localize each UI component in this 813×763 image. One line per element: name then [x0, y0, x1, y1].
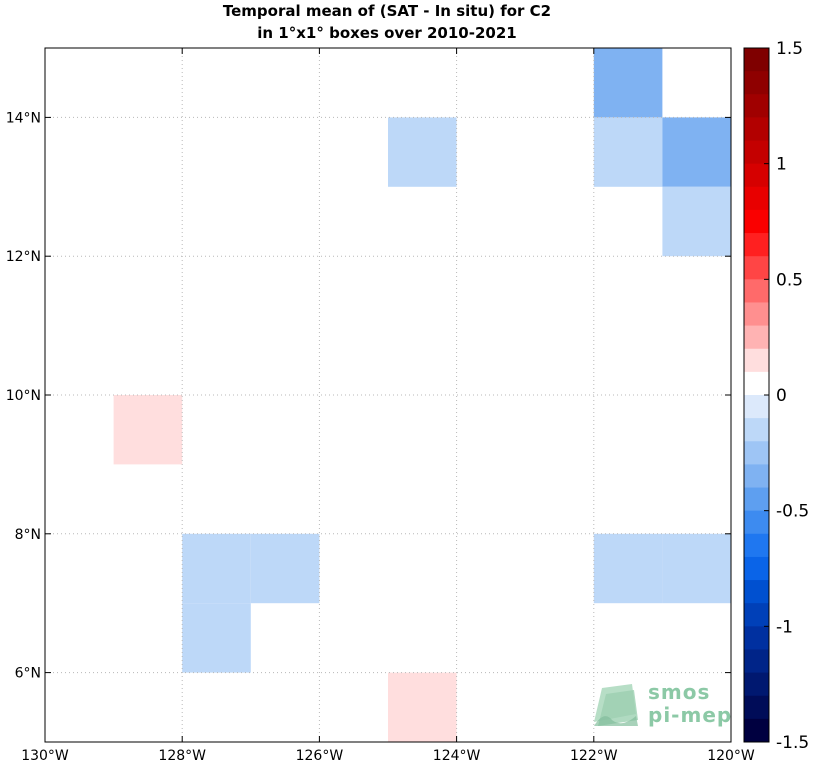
data-cell — [662, 186, 731, 257]
colorbar-swatch — [744, 71, 769, 95]
colorbar-swatch — [744, 649, 769, 674]
logo-text-smos: smos — [648, 680, 711, 704]
colorbar-swatch — [744, 718, 769, 743]
data-cell — [388, 117, 457, 187]
colorbar-swatch — [744, 209, 769, 234]
colorbar-swatch — [744, 580, 769, 604]
colorbar-tick-label: -1 — [776, 617, 793, 637]
colorbar-swatch — [744, 348, 769, 373]
x-tick-label: 124°W — [433, 748, 481, 763]
data-cell — [593, 48, 663, 118]
colorbar-swatch — [744, 441, 769, 465]
colorbar-swatch — [744, 395, 769, 419]
colorbar-swatch — [744, 418, 769, 442]
colorbar-tick-label: -1.5 — [776, 733, 809, 753]
y-tick-label: 8°N — [15, 527, 41, 543]
colorbar-swatch — [744, 487, 769, 512]
title-line-1: Temporal mean of (SAT - In situ) for C2 — [222, 2, 552, 20]
x-tick-label: 122°W — [570, 748, 618, 763]
colorbar-swatch — [744, 603, 769, 627]
data-cell — [113, 395, 183, 465]
data-cell — [593, 117, 663, 187]
data-cell — [250, 533, 320, 604]
colorbar-swatch — [744, 256, 769, 280]
axes-layer: 130°W 128°W 126°W 124°W 122°W 120°W 6°N 8°N 10°N… — [6, 47, 755, 763]
colorbar-tick-label: 1.5 — [776, 39, 803, 59]
data-cell — [662, 117, 731, 187]
colorbar-swatch — [744, 94, 769, 118]
colorbar-tick-label: 1 — [776, 155, 787, 175]
y-tick-label: 6°N — [15, 666, 41, 682]
data-cell — [662, 533, 731, 604]
colorbar-swatch — [744, 672, 769, 697]
colorbar-swatch — [744, 117, 769, 142]
colorbar-swatch — [744, 464, 769, 489]
x-tick-label: 126°W — [296, 748, 344, 763]
colorbar-swatch — [744, 186, 769, 211]
logo-text-pimep: pi-mep — [648, 703, 733, 727]
smos-pimep-logo-icon — [594, 684, 638, 726]
colorbar-swatch — [744, 279, 769, 303]
data-cell — [182, 533, 251, 604]
colorbar-tick-label: 0 — [776, 386, 787, 406]
title-line-2: in 1°x1° boxes over 2010-2021 — [257, 24, 517, 42]
colorbar-tick-label: -0.5 — [776, 502, 809, 522]
colorbar-swatch — [744, 371, 769, 396]
colorbar-swatch — [744, 140, 769, 165]
y-tick-label: 10°N — [6, 388, 41, 404]
chart-title: Temporal mean of (SAT - In situ) for C2 … — [44, 0, 730, 44]
colorbar-swatch — [744, 163, 769, 188]
colorbar-swatch — [744, 533, 769, 558]
colorbar: 1.5 1 0.5 0 -0.5 -1 -1.5 — [743, 39, 809, 753]
y-tick-label: 12°N — [6, 249, 41, 265]
data-cell — [593, 533, 663, 604]
x-tick-label: 130°W — [21, 748, 69, 763]
colorbar-swatch — [744, 233, 769, 257]
colorbar-swatch — [744, 695, 769, 720]
colorbar-swatch — [744, 626, 769, 650]
cells-layer — [113, 48, 731, 742]
colorbar-tick-label: 0.5 — [776, 270, 803, 290]
colorbar-swatch — [744, 325, 769, 350]
colorbar-swatch — [744, 302, 769, 327]
data-cell — [182, 603, 251, 673]
colorbar-swatch — [744, 510, 769, 535]
x-tick-label: 128°W — [158, 748, 206, 763]
colorbar-swatch — [744, 48, 769, 72]
colorbar-swatch — [744, 556, 769, 581]
x-tick-label: 120°W — [707, 748, 755, 763]
data-cell — [388, 672, 457, 742]
y-tick-label: 14°N — [6, 110, 41, 126]
